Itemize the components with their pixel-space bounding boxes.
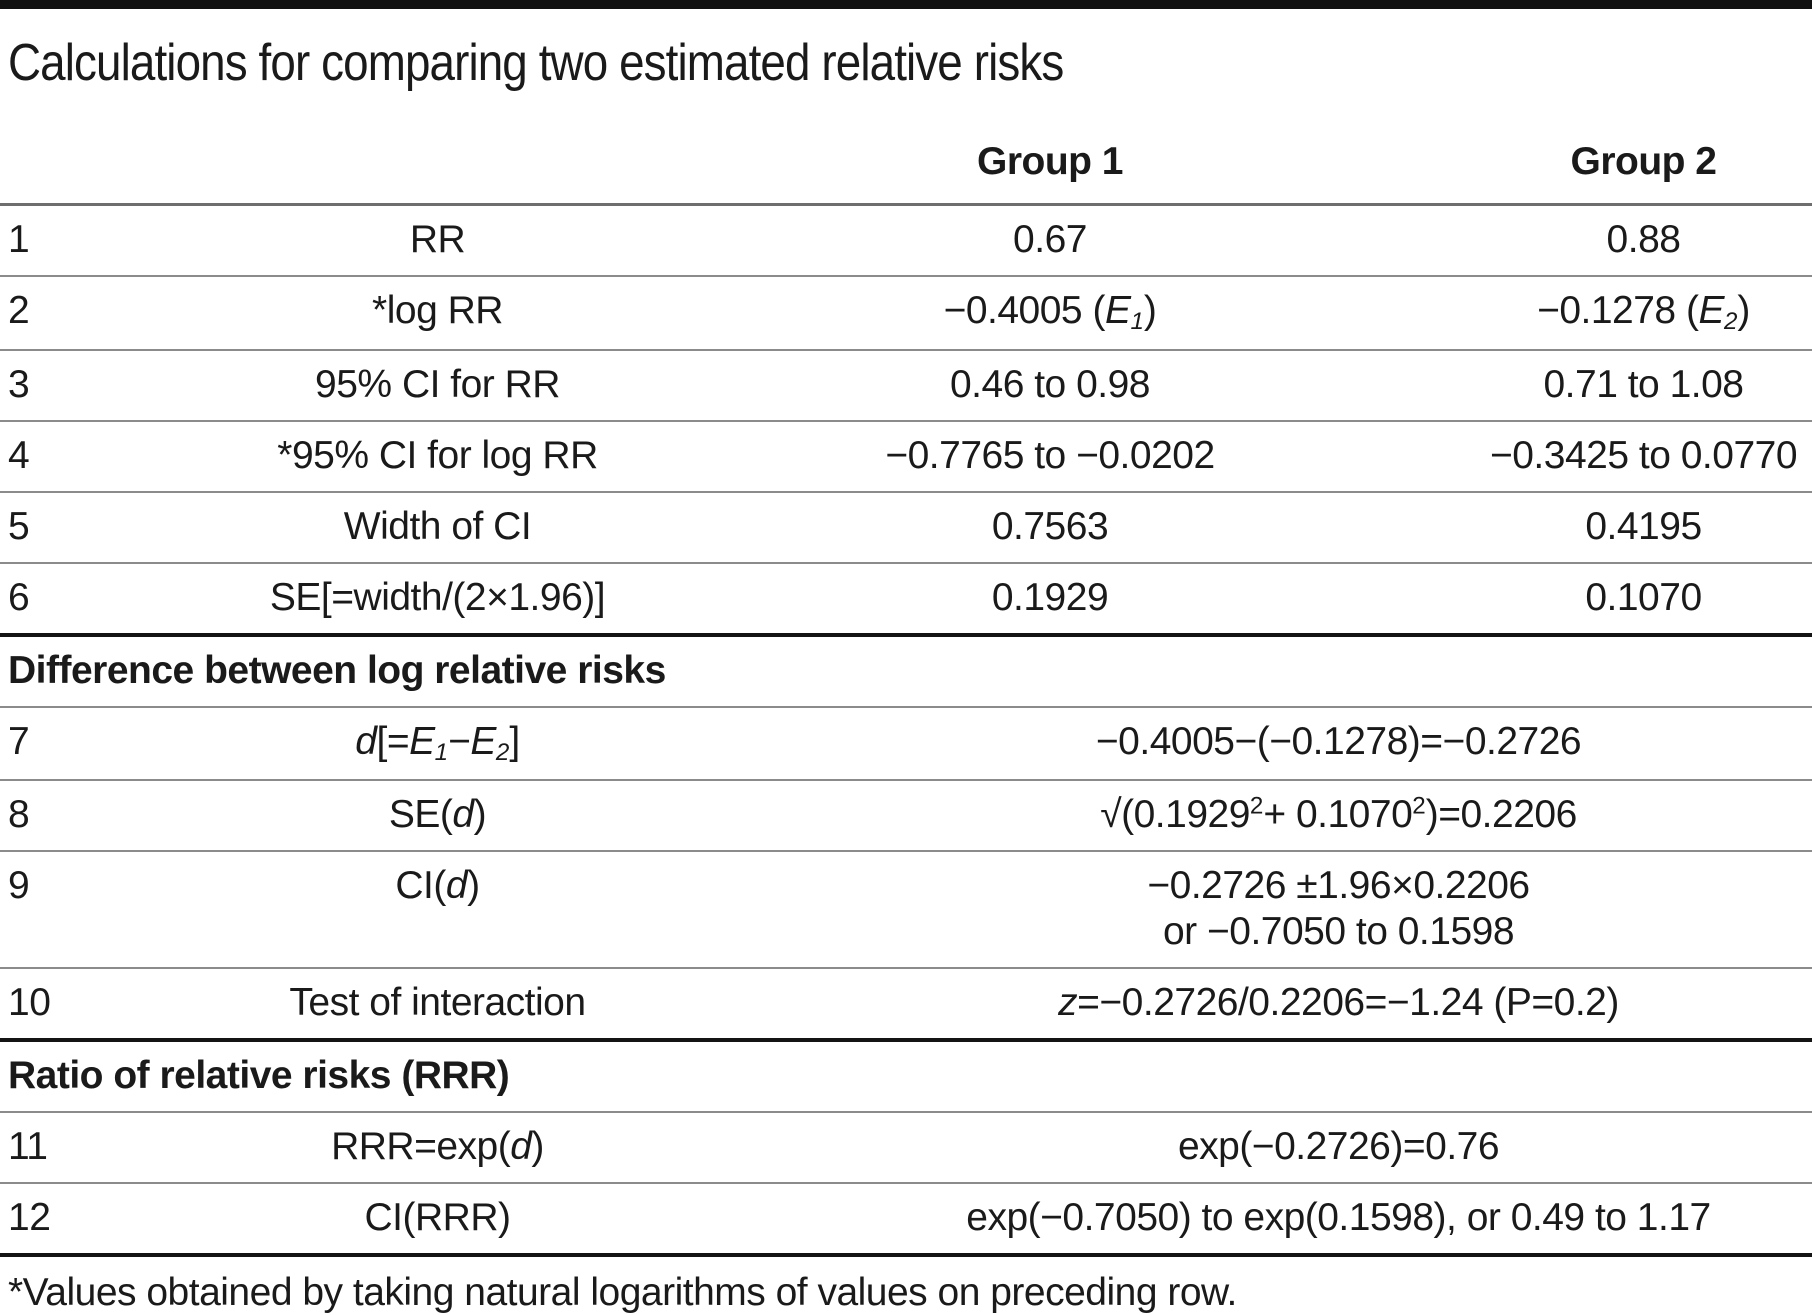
combined-value: √(0.19292+ 0.10702)=0.2206 bbox=[1100, 792, 1577, 837]
row-label: RRR=exp(d) bbox=[331, 1125, 544, 1169]
section-header-rrr: Ratio of relative risks (RRR) bbox=[0, 1040, 1812, 1113]
table-header-row: Group 1 Group 2 bbox=[0, 113, 1812, 205]
section-title: Ratio of relative risks (RRR) bbox=[8, 1054, 510, 1098]
group1-value: 0.67 bbox=[1013, 218, 1087, 262]
table-row-4: 4 *95% CI for log RR −0.7765 to −0.0202 … bbox=[0, 421, 1812, 492]
combined-value: −0.4005−(−0.1278)=−0.2726 bbox=[1095, 719, 1582, 763]
table-row-5: 5 Width of CI 0.7563 0.4195 bbox=[0, 492, 1812, 563]
table-row-2: 2 *log RR −0.4005 (E1) −0.1278 (E2) bbox=[0, 276, 1812, 350]
table-row-3: 3 95% CI for RR 0.46 to 0.98 0.71 to 1.0… bbox=[0, 350, 1812, 421]
row-label: SE[=width/(2×1.96)] bbox=[269, 575, 606, 619]
table-row-10: 10 Test of interaction z=−0.2726/0.2206=… bbox=[0, 968, 1812, 1041]
row-label: CI(d) bbox=[395, 864, 480, 908]
row-number: 6 bbox=[8, 575, 30, 619]
header-spacer bbox=[0, 113, 60, 205]
table-row-6: 6 SE[=width/(2×1.96)] 0.1929 0.1070 bbox=[0, 563, 1812, 635]
group1-value: −0.7765 to −0.0202 bbox=[885, 433, 1215, 477]
group2-value: 0.71 to 1.08 bbox=[1543, 362, 1744, 406]
row-number: 12 bbox=[8, 1196, 51, 1240]
combined-value: −0.2726 ±1.96×0.2206 or −0.7050 to 0.1598 bbox=[1147, 864, 1530, 954]
table-row-1: 1 RR 0.67 0.88 bbox=[0, 205, 1812, 277]
page-title: Calculations for comparing two estimated… bbox=[8, 34, 1064, 92]
row-number: 11 bbox=[8, 1125, 48, 1169]
row-number: 9 bbox=[8, 864, 30, 908]
row-label: d[=E1−E2] bbox=[355, 719, 520, 766]
group2-value: −0.3425 to 0.0770 bbox=[1489, 433, 1798, 477]
row-number: 2 bbox=[8, 289, 30, 333]
row-label: *log RR bbox=[372, 289, 503, 333]
row-number: 3 bbox=[8, 362, 30, 406]
row-number: 7 bbox=[8, 719, 30, 763]
header-spacer bbox=[60, 113, 815, 205]
row-label: *95% CI for log RR bbox=[277, 433, 598, 477]
row-label: CI(RRR) bbox=[364, 1196, 511, 1240]
row-number: 10 bbox=[8, 981, 51, 1025]
row-label: RR bbox=[409, 218, 466, 262]
section-header-difference: Difference between log relative risks bbox=[0, 634, 1812, 707]
combined-value: z=−0.2726/0.2206=−1.24 (P=0.2) bbox=[1058, 981, 1619, 1025]
row-number: 4 bbox=[8, 433, 30, 477]
group2-value: 0.4195 bbox=[1585, 504, 1702, 548]
group1-value: 0.1929 bbox=[991, 575, 1109, 619]
row-number: 8 bbox=[8, 793, 30, 837]
table-row-11: 11 RRR=exp(d) exp(−0.2726)=0.76 bbox=[0, 1112, 1812, 1184]
row-label: SE(d) bbox=[388, 793, 487, 837]
row-label: 95% CI for RR bbox=[315, 362, 560, 406]
row-number: 1 bbox=[8, 218, 30, 262]
row-label: Test of interaction bbox=[289, 981, 586, 1025]
table-row-7: 7 d[=E1−E2] −0.4005−(−0.1278)=−0.2726 bbox=[0, 707, 1812, 781]
table-row-12: 12 CI(RRR) exp(−0.7050) to exp(0.1598), … bbox=[0, 1183, 1812, 1256]
section-title: Difference between log relative risks bbox=[8, 648, 666, 692]
group2-value: 0.1070 bbox=[1585, 575, 1702, 619]
row-label: Width of CI bbox=[343, 504, 532, 548]
column-header-group1: Group 1 bbox=[976, 140, 1124, 183]
row-number: 5 bbox=[8, 504, 30, 548]
group1-value: 0.7563 bbox=[991, 504, 1109, 548]
table-footnote: *Values obtained by taking natural logar… bbox=[8, 1271, 1237, 1315]
table-row-8: 8 SE(d) √(0.19292+ 0.10702)=0.2206 bbox=[0, 780, 1812, 852]
column-header-group2: Group 2 bbox=[1570, 140, 1717, 183]
table-row-9: 9 CI(d) −0.2726 ±1.96×0.2206 or −0.7050 t… bbox=[0, 851, 1812, 969]
top-rule-bar bbox=[0, 0, 1812, 9]
group2-value: 0.88 bbox=[1606, 218, 1681, 262]
combined-value: exp(−0.7050) to exp(0.1598), or 0.49 to … bbox=[966, 1196, 1711, 1240]
combined-value: exp(−0.2726)=0.76 bbox=[1177, 1125, 1500, 1169]
relative-risk-comparison-table: Group 1 Group 2 1 RR 0.67 0.88 2 *log RR… bbox=[0, 113, 1812, 1257]
group2-value: −0.1278 (E2) bbox=[1537, 289, 1750, 336]
group1-value: 0.46 to 0.98 bbox=[949, 362, 1151, 406]
group1-value: −0.4005 (E1) bbox=[943, 289, 1157, 336]
